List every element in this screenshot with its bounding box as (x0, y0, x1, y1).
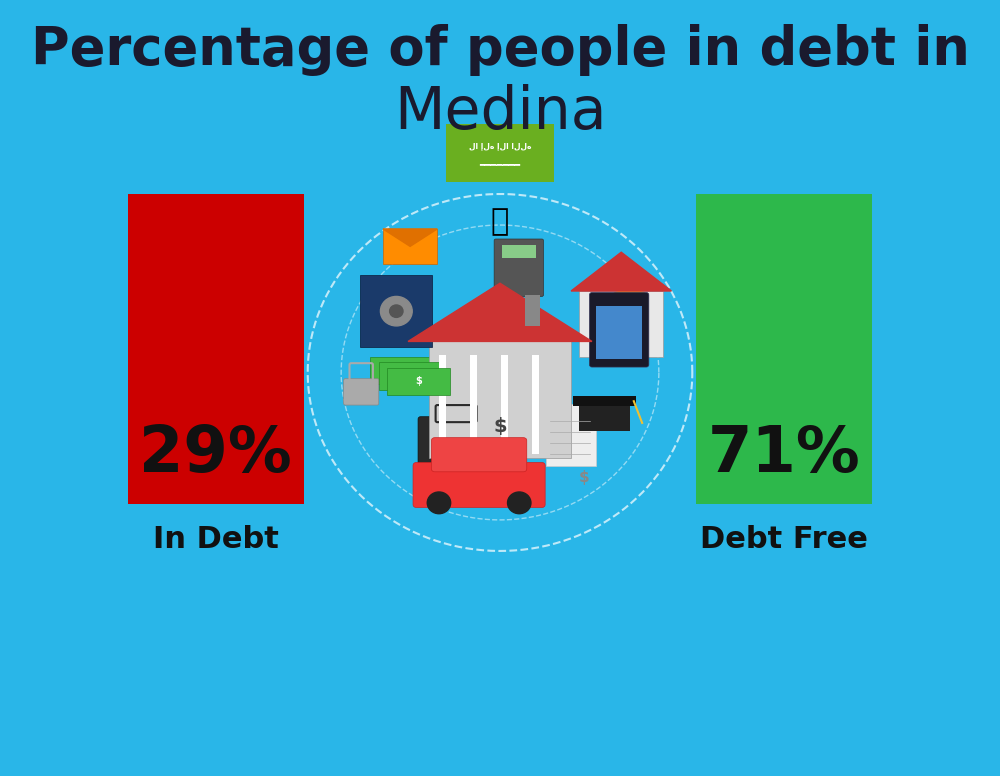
Text: Medina: Medina (394, 84, 606, 141)
FancyBboxPatch shape (573, 396, 636, 406)
Text: 29%: 29% (139, 423, 292, 485)
FancyBboxPatch shape (494, 239, 543, 296)
FancyBboxPatch shape (696, 194, 872, 504)
Circle shape (427, 492, 451, 514)
Polygon shape (383, 229, 437, 247)
Text: لا إله إلا الله: لا إله إلا الله (469, 141, 531, 150)
FancyBboxPatch shape (579, 291, 663, 357)
FancyBboxPatch shape (532, 355, 539, 454)
FancyBboxPatch shape (446, 124, 554, 182)
Polygon shape (408, 283, 592, 341)
Ellipse shape (612, 290, 647, 300)
Text: Percentage of people in debt in: Percentage of people in debt in (31, 24, 969, 77)
FancyBboxPatch shape (501, 355, 508, 454)
Ellipse shape (612, 307, 647, 318)
FancyBboxPatch shape (418, 417, 494, 472)
FancyBboxPatch shape (470, 355, 477, 454)
FancyBboxPatch shape (379, 362, 441, 390)
FancyBboxPatch shape (387, 368, 450, 395)
Circle shape (390, 305, 403, 317)
FancyBboxPatch shape (579, 404, 630, 431)
Text: 71%: 71% (708, 423, 861, 485)
Text: 🦅: 🦅 (491, 206, 509, 236)
FancyBboxPatch shape (370, 357, 433, 384)
Text: Debt Free: Debt Free (700, 525, 868, 554)
FancyBboxPatch shape (596, 306, 642, 359)
FancyBboxPatch shape (525, 295, 540, 326)
Text: $: $ (493, 417, 507, 436)
FancyBboxPatch shape (383, 229, 437, 264)
Text: $: $ (578, 469, 589, 485)
Text: $: $ (415, 376, 422, 386)
Text: ━━━━━━━: ━━━━━━━ (479, 159, 521, 169)
Circle shape (508, 492, 531, 514)
FancyBboxPatch shape (128, 194, 304, 504)
FancyBboxPatch shape (344, 379, 379, 405)
Ellipse shape (612, 299, 647, 309)
FancyBboxPatch shape (589, 293, 649, 367)
FancyBboxPatch shape (413, 462, 545, 508)
Polygon shape (571, 252, 671, 291)
Text: $: $ (398, 365, 405, 376)
FancyBboxPatch shape (431, 438, 527, 472)
Circle shape (380, 296, 412, 326)
FancyBboxPatch shape (360, 275, 432, 347)
Ellipse shape (612, 317, 647, 326)
FancyBboxPatch shape (439, 355, 446, 454)
Text: $: $ (407, 371, 413, 381)
FancyBboxPatch shape (429, 341, 571, 458)
Text: In Debt: In Debt (153, 525, 279, 554)
Text: %: % (417, 466, 432, 481)
FancyBboxPatch shape (502, 245, 536, 258)
Ellipse shape (612, 324, 647, 334)
FancyBboxPatch shape (546, 404, 596, 466)
